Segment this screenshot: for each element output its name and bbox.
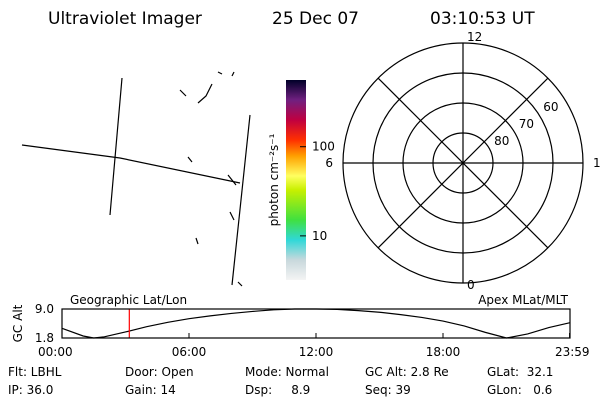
geo-grid	[21, 71, 251, 287]
mlt-label: 0	[467, 278, 475, 292]
info-field: IP: 36.0	[8, 383, 53, 397]
info-field: Seq: 39	[365, 383, 411, 397]
x-tick-label: 18:00	[426, 345, 461, 359]
x-tick-label: 00:00	[38, 345, 73, 359]
info-field: Gain: 14	[125, 383, 176, 397]
y-tick-label: 1.8	[35, 331, 54, 345]
footer: Flt: LBHL Door: Open Mode: Normal GC Alt: 2…	[8, 365, 553, 397]
mlt-label: 6	[325, 156, 333, 170]
info-field: GC Alt: 2.8 Re	[365, 365, 449, 379]
strip-frame	[61, 308, 571, 339]
ring-label: 70	[519, 117, 534, 131]
polar-spoke	[377, 77, 549, 249]
ring-label: 80	[494, 134, 509, 148]
colorbar-tick-label: 100	[312, 140, 335, 154]
colorbar-tick-label: 10	[312, 229, 327, 243]
polar-ring	[432, 132, 494, 194]
polar-grid	[342, 42, 584, 284]
left-title: Geographic Lat/Lon	[70, 293, 187, 307]
colorbar	[286, 80, 306, 280]
date: 25 Dec 07	[272, 9, 359, 29]
y-axis-label: GC Alt	[11, 304, 25, 342]
info-field: GLon: 0.6	[487, 383, 552, 397]
title: Ultraviolet Imager	[48, 9, 202, 29]
mlt-label: 18	[593, 156, 600, 170]
colorbar-axis: 10 100	[300, 140, 335, 243]
x-tick-label: 06:00	[172, 345, 207, 359]
y-tick-label: 9.0	[35, 302, 54, 316]
right-title: Apex MLat/MLT	[478, 293, 568, 307]
x-tick-label: 12:00	[299, 345, 334, 359]
mlt-label: 12	[467, 30, 482, 44]
info-field: Door: Open	[125, 365, 194, 379]
info-field: GLat: 32.1	[487, 365, 553, 379]
ring-label: 60	[543, 100, 558, 114]
polar-ring	[372, 72, 554, 254]
info-field: Flt: LBHL	[8, 365, 62, 379]
polar-ring	[402, 102, 524, 224]
time: 03:10:53 UT	[430, 9, 535, 29]
altitude-strip: Geographic Lat/Lon Apex MLat/MLT GC Alt 9.0…	[11, 293, 590, 359]
info-field: Dsp: 8.9	[245, 383, 310, 397]
x-tick-label: 23:59	[555, 345, 590, 359]
info-field: Mode: Normal	[245, 365, 329, 379]
colorbar-label: photon cm⁻²s⁻¹	[267, 133, 281, 226]
